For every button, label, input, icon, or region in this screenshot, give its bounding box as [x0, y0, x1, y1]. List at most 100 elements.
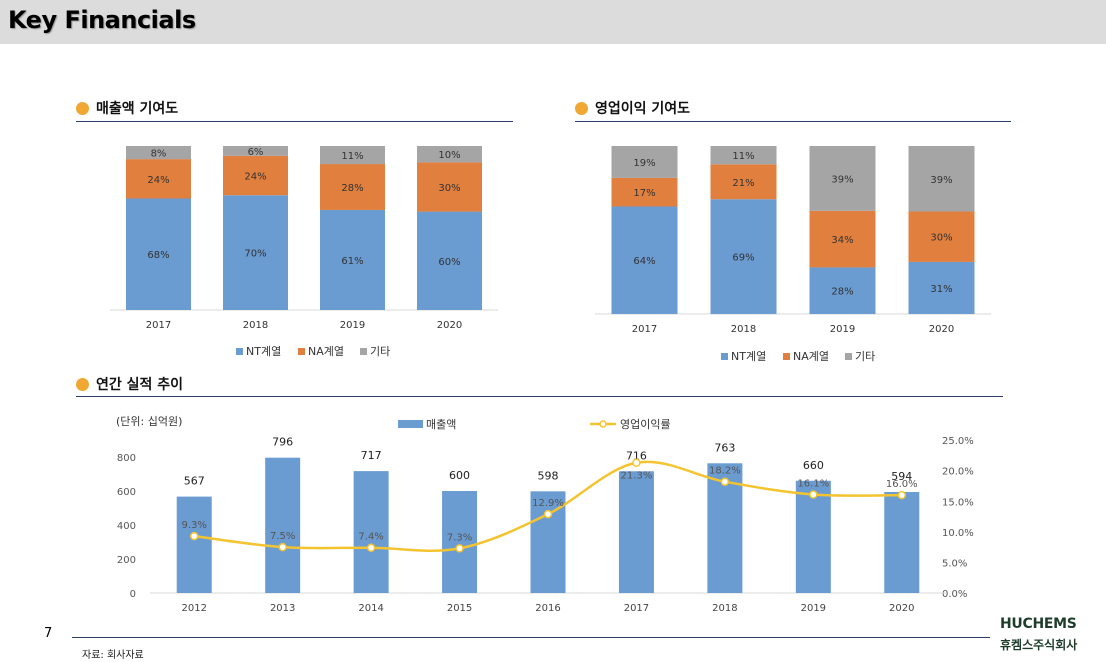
section-rule-revenue: [76, 121, 513, 122]
section-rule-op-income: [575, 121, 1011, 122]
data-label: 31%: [930, 284, 952, 295]
x-tick-label: 2020: [929, 324, 954, 335]
x-tick-label: 2013: [270, 603, 295, 614]
bar-segment-NT계열: [611, 206, 678, 314]
bar-segment-기타: [126, 146, 191, 160]
data-label: 11%: [341, 151, 363, 162]
op-margin-point: [366, 543, 376, 552]
y-left-tick-label: 0: [130, 589, 136, 600]
title-bar: Key Financials: [0, 0, 1106, 44]
op-margin-point: [720, 477, 730, 486]
line-value-label: 12.9%: [532, 498, 564, 509]
bar-segment-기타: [611, 146, 678, 178]
section-header-revenue: 매출액 기여도: [76, 98, 516, 122]
op-income-contribution-chart: 64% 17% 19% 2017 69% 21% 11% 2018 28% 34% 39% 2019 3…: [595, 146, 991, 363]
bar-segment-기타: [809, 146, 876, 211]
bar-segment-NA계열: [809, 210, 876, 268]
bar-segment-NA계열: [710, 164, 777, 200]
y-right-tick-label: 20.0%: [942, 467, 974, 478]
op-margin-point: [455, 544, 464, 553]
line-value-label: 18.2%: [709, 466, 741, 477]
source-note: 자료: 회사자료: [82, 650, 144, 661]
bar-value-label: 594: [891, 470, 912, 483]
y-right-tick-label: 25.0%: [942, 436, 974, 447]
bar-segment-기타: [223, 146, 288, 156]
bar-segment-NA계열: [320, 164, 385, 210]
bar-segment-NA계열: [611, 177, 678, 207]
line-value-label: 16.1%: [797, 479, 829, 490]
legend-label: NT계열: [246, 345, 281, 358]
bar-segment-NA계열: [908, 211, 975, 262]
bar-segment-NA계열: [126, 159, 191, 199]
bar-segment-NA계열: [223, 155, 288, 196]
y-left-tick-label: 600: [117, 487, 136, 498]
bar-value-label: 600: [449, 469, 470, 482]
y-right-tick-label: 0.0%: [942, 589, 967, 600]
annual-trend-chart: (단위: 십억원) 0 200 400 600 800 0.0% 5.0% 10.0% 15.0%…: [116, 415, 974, 614]
x-tick-label: 2019: [801, 603, 826, 614]
op-margin-point: [632, 458, 641, 467]
op-margin-point: [809, 490, 818, 499]
y-left-tick-label: 800: [117, 453, 136, 464]
x-tick-label: 2019: [830, 324, 855, 335]
bar-segment-기타: [908, 146, 975, 212]
data-label: 39%: [930, 175, 952, 186]
section-rule-trend: [76, 396, 1003, 397]
x-tick-label: 2017: [624, 603, 649, 614]
section-title-op-income: 영업이익 기여도: [595, 101, 691, 117]
bullet-dot-icon: [575, 102, 588, 115]
bar-value-label: 716: [626, 449, 647, 462]
data-label: 30%: [438, 183, 460, 194]
data-label: 64%: [633, 256, 655, 267]
line-value-label: 7.4%: [358, 532, 383, 543]
bar-value-label: 660: [803, 459, 824, 472]
revenue-bar: [353, 471, 389, 593]
bar-segment-기타: [320, 146, 385, 165]
legend-label-line: 영업이익률: [620, 418, 671, 431]
x-tick-label: 2018: [243, 320, 268, 331]
x-tick-label: 2015: [447, 603, 472, 614]
data-label: 70%: [244, 249, 266, 260]
op-margin-point: [543, 509, 553, 519]
revenue-bar: [618, 471, 654, 593]
revenue-bar: [176, 496, 212, 593]
section-header-op-income: 영업이익 기여도: [575, 98, 1015, 122]
data-label: 19%: [633, 158, 655, 169]
section-header-trend: 연간 실적 추이: [76, 374, 516, 398]
page-number: 7: [44, 626, 53, 641]
legend-swatch: [236, 348, 243, 355]
y-right-tick-label: 5.0%: [942, 558, 967, 569]
legend-label: 기타: [855, 350, 875, 363]
revenue-contribution-chart: 68% 24% 8% 2017 70% 24% 6% 2018 61% 28% 11% 2019 60%…: [110, 146, 498, 358]
legend-label-revenue: 매출액: [426, 418, 456, 431]
line-value-label: 9.3%: [182, 520, 207, 531]
x-tick-label: 2020: [437, 320, 462, 331]
legend-swatch: [845, 353, 852, 360]
bar-value-label: 763: [714, 441, 735, 454]
line-value-label: 21.3%: [621, 471, 653, 482]
bar-segment-NT계열: [126, 198, 191, 310]
logo-text-kr: 휴켐스주식회사: [1000, 638, 1078, 652]
x-tick-label: 2018: [731, 324, 756, 335]
revenue-bar: [442, 491, 478, 593]
data-label: 61%: [341, 256, 363, 267]
bullet-dot-icon: [76, 378, 89, 391]
revenue-bar: [795, 480, 831, 593]
data-label: 28%: [831, 287, 853, 298]
data-label: 28%: [341, 183, 363, 194]
data-label: 24%: [244, 172, 266, 183]
data-label: 6%: [248, 147, 264, 158]
section-title-trend: 연간 실적 추이: [96, 377, 184, 393]
legend-swatch: [360, 348, 367, 355]
company-logo: HUCHEMS 휴켐스주식회사: [998, 616, 1094, 660]
legend-label: NA계열: [308, 345, 344, 358]
bar-segment-NT계열: [320, 209, 385, 310]
footer-rule: [72, 637, 990, 638]
bar-segment-기타: [417, 146, 482, 163]
bar-segment-NT계열: [809, 267, 876, 314]
data-label: 30%: [930, 233, 952, 244]
x-tick-label: 2014: [358, 603, 383, 614]
legend-swatch-revenue: [398, 420, 423, 428]
revenue-bar: [265, 457, 301, 593]
y-right-tick-label: 10.0%: [942, 528, 974, 539]
